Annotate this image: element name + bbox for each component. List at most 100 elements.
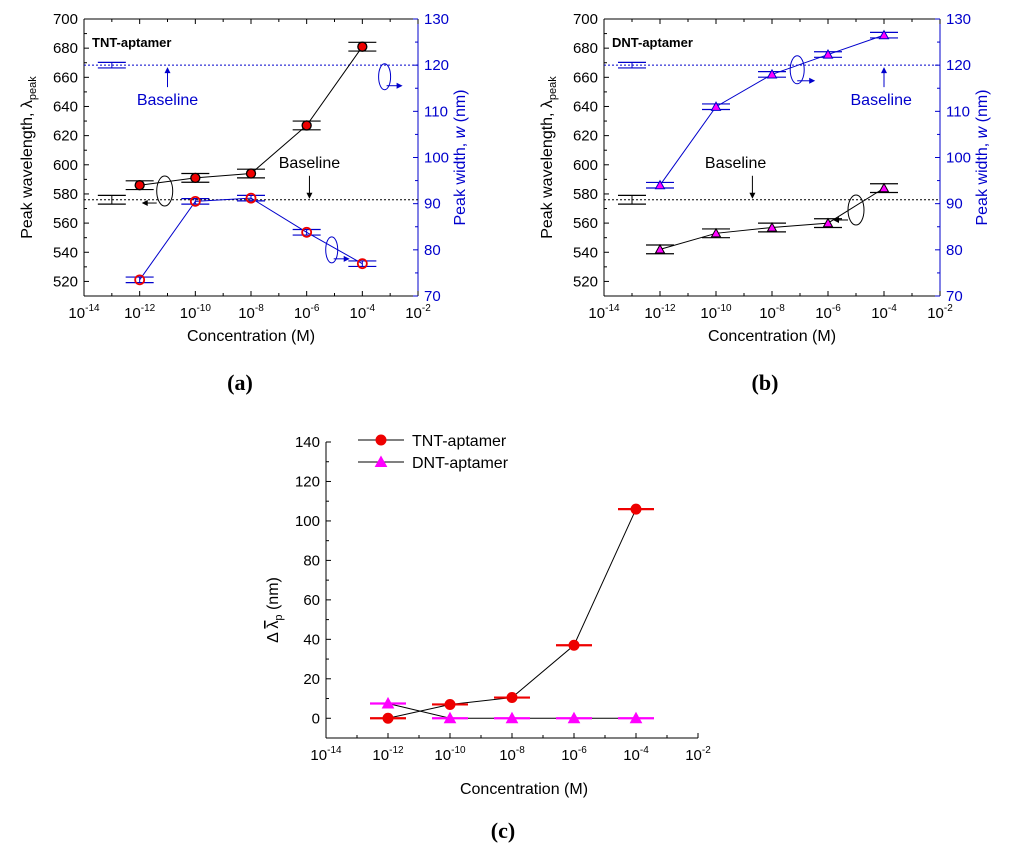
left-y-tick-label: 560 [573,215,598,232]
right-y-tick-label: 70 [946,288,963,305]
panel-title: TNT-aptamer [92,35,171,50]
baseline-arrowhead-right [881,67,887,74]
baseline-arrowhead-right [164,67,171,74]
data-point [444,698,456,710]
x-tick-label: 10-12 [372,745,404,764]
left-y-tick-label: 520 [573,273,598,290]
left-y-tick-label: 580 [53,186,78,203]
x-tick-label: 10-2 [927,303,953,322]
y-tick-label: 80 [303,552,320,569]
right-y-tick-label: 100 [946,150,971,167]
right-y-tick-label: 90 [424,196,441,213]
right-y-tick-label: 130 [424,11,449,28]
series-line-right [659,34,885,186]
left-y-tick-label: 660 [53,69,78,86]
right-y-tick-label: 80 [424,242,441,259]
legend-marker [374,455,388,467]
left-y-tick-label: 580 [573,186,598,203]
right-y-tick-label: 130 [946,11,971,28]
x-axis-label: Concentration (M) [460,781,588,798]
right-y-tick-label: 110 [424,103,448,120]
legend-marker [375,434,387,446]
data-point-left [710,227,722,238]
left-y-axis-label: Peak wavelength, λpeak [539,76,559,239]
data-point [382,712,394,724]
x-axis-label: Concentration (M) [708,328,836,345]
x-tick-label: 10-6 [294,303,320,322]
right-y-tick-label: 110 [946,103,970,120]
axis-indicator-right-ellipse-2 [325,236,339,264]
left-y-tick-label: 700 [53,11,78,28]
x-tick-label: 10-6 [815,303,841,322]
axis-indicator-left-ellipse [847,194,865,226]
x-tick-label: 10-12 [124,303,156,322]
legend-label: DNT-aptamer [412,455,509,472]
y-tick-label: 0 [312,710,320,727]
axis-indicator-right-arrowhead [809,77,816,84]
y-tick-label: 120 [295,473,320,490]
right-y-tick-label: 120 [946,57,971,74]
data-point-left [134,180,145,191]
axis-indicator-right-arrowhead [396,82,403,89]
right-y-axis-label: Peak width, w (nm) [974,89,991,225]
left-y-tick-label: 540 [573,244,598,261]
x-tick-label: 10-10 [180,303,212,322]
left-y-tick-label: 640 [53,98,78,115]
x-tick-label: 10-4 [871,303,897,322]
data-point-left [766,221,778,232]
data-point-right [654,179,666,190]
legend-label: TNT-aptamer [412,433,507,450]
right-y-tick-label: 90 [946,196,963,213]
left-y-tick-label: 620 [573,128,598,145]
data-point [505,711,519,724]
axis-indicator-right-ellipse [378,63,392,91]
data-point [381,696,395,709]
data-point-right [766,68,778,79]
chart-panel-c: 10-14 10-12 10-10 10-8 10-6 10-4 10-2 Concentra… [265,433,711,798]
baseline-arrowhead-left [749,192,756,199]
axis-indicator-left-ellipse [156,175,174,207]
right-y-tick-label: 100 [424,150,449,167]
left-y-axis-label: Peak wavelength, λpeak [19,76,39,239]
data-point [629,711,643,724]
right-y-tick-label: 70 [424,288,441,305]
data-point-left [878,182,890,193]
data-point-right [134,274,146,286]
baseline-label-right: Baseline [851,92,912,109]
left-y-tick-label: 600 [53,157,78,174]
data-point-right [878,29,890,40]
panel-label-b: (b) [752,370,779,395]
axis-indicator-left-arrowhead [833,216,839,223]
data-point [568,639,580,651]
left-y-tick-label: 700 [573,11,598,28]
right-y-tick-label: 120 [424,57,449,74]
left-y-tick-label: 560 [53,215,78,232]
x-tick-label: 10-14 [310,745,342,764]
left-y-tick-label: 680 [573,40,598,57]
right-y-tick-label: 80 [946,242,963,259]
panel-label-c: (c) [491,818,515,843]
data-point-right [822,49,834,59]
x-tick-label: 10-10 [700,303,732,322]
series-line [387,508,637,719]
x-tick-label: 10-8 [759,303,785,322]
y-tick-label: 140 [295,434,320,451]
data-point-left [822,217,834,228]
left-y-tick-label: 640 [573,98,598,115]
baseline-label-left: Baseline [705,155,766,172]
data-point-left [357,41,368,52]
left-y-tick-label: 660 [573,69,598,86]
data-point [506,692,518,704]
x-tick-label: 10-12 [644,303,676,322]
data-point-left [654,243,666,254]
x-tick-label: 10-14 [68,303,100,322]
x-axis-label: Concentration (M) [187,328,315,345]
panel-label-a: (a) [227,370,253,395]
x-tick-label: 10-14 [588,303,620,322]
left-y-tick-label: 600 [573,157,598,174]
baseline-label-left: Baseline [279,155,340,172]
x-tick-label: 10-2 [405,303,431,322]
x-tick-label: 10-8 [238,303,264,322]
axis-indicator-right-arrowhead-2 [343,255,350,262]
